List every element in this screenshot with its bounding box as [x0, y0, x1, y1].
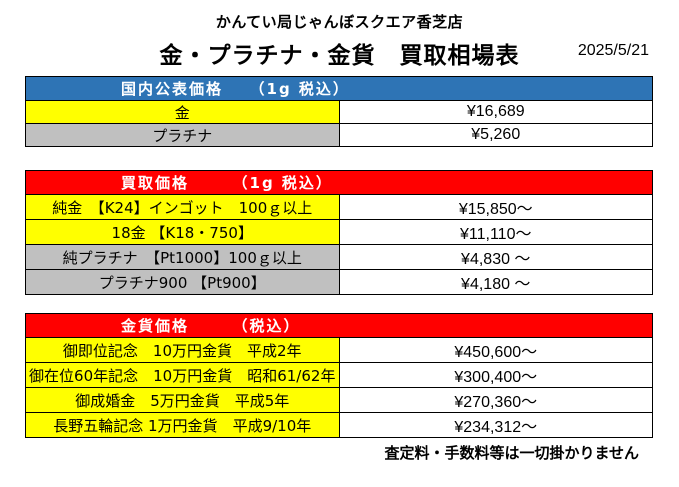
item-price-coin-wedding: ¥270,360～: [338, 387, 653, 413]
coin-price-table: 金貨価格 （税込） 御即位記念 10万円金貨 平成2年 ¥450,600～ 御在…: [25, 313, 653, 438]
buy-price-heading: 買取価格 （1g 税込）: [25, 170, 653, 195]
item-price-coin-nagano: ¥234,312～: [338, 412, 653, 438]
item-name-coin-nagano: 長野五輪記念 1万円金貨 平成9/10年: [25, 412, 340, 438]
coin-price-header-row: 金貨価格 （税込）: [25, 313, 653, 338]
public-price-table: 国内公表価格 （1g 税込） 金 ¥16,689 プラチナ ¥5,260: [25, 76, 653, 147]
page-title: 金・プラチナ・金貨 買取相場表: [159, 43, 520, 69]
coin-price-heading: 金貨価格 （税込）: [25, 313, 653, 338]
item-price-gold: ¥16,689: [338, 100, 653, 124]
buy-price-table: 買取価格 （1g 税込） 純金 【K24】インゴット 100ｇ以上 ¥15,85…: [25, 170, 653, 295]
fee-note: 査定料・手数料等は一切掛かりません: [384, 444, 639, 462]
table-row: 純金 【K24】インゴット 100ｇ以上 ¥15,850～: [25, 194, 653, 220]
table-row: 18金 【K18・750】 ¥11,110～: [25, 219, 653, 245]
item-name-pt1000: 純プラチナ 【Pt1000】100ｇ以上: [25, 244, 340, 270]
price-date: 2025/5/21: [577, 42, 649, 59]
item-price-pt1000: ¥4,830 ～: [338, 244, 653, 270]
item-name-platinum: プラチナ: [25, 123, 340, 147]
item-name-coin-enthronement: 御即位記念 10万円金貨 平成2年: [25, 337, 340, 363]
table-row: 金 ¥16,689: [25, 100, 653, 124]
buy-price-header-row: 買取価格 （1g 税込）: [25, 170, 653, 195]
item-price-platinum: ¥5,260: [338, 123, 653, 147]
table-row: 御成婚金 5万円金貨 平成5年 ¥270,360～: [25, 387, 653, 413]
item-price-pt900: ¥4,180 ～: [338, 269, 653, 295]
item-name-gold: 金: [25, 100, 340, 124]
public-price-header-row: 国内公表価格 （1g 税込）: [25, 76, 653, 101]
item-price-coin-enthronement: ¥450,600～: [338, 337, 653, 363]
item-name-k24: 純金 【K24】インゴット 100ｇ以上: [25, 194, 340, 220]
table-row: 御即位記念 10万円金貨 平成2年 ¥450,600～: [25, 337, 653, 363]
item-name-pt900: プラチナ900 【Pt900】: [25, 269, 340, 295]
table-row: プラチナ900 【Pt900】 ¥4,180 ～: [25, 269, 653, 295]
table-row: 長野五輪記念 1万円金貨 平成9/10年 ¥234,312～: [25, 412, 653, 438]
item-name-coin-wedding: 御成婚金 5万円金貨 平成5年: [25, 387, 340, 413]
store-name: かんてい局じゃんぼスクエア香芝店: [215, 13, 464, 31]
item-price-k24: ¥15,850～: [338, 194, 653, 220]
item-name-coin-reign60: 御在位60年記念 10万円金貨 昭和61/62年: [25, 362, 340, 388]
table-row: 御在位60年記念 10万円金貨 昭和61/62年 ¥300,400～: [25, 362, 653, 388]
table-row: プラチナ ¥5,260: [25, 123, 653, 147]
table-row: 純プラチナ 【Pt1000】100ｇ以上 ¥4,830 ～: [25, 244, 653, 270]
item-price-k18: ¥11,110～: [338, 219, 653, 245]
item-price-coin-reign60: ¥300,400～: [338, 362, 653, 388]
public-price-heading: 国内公表価格 （1g 税込）: [25, 76, 653, 101]
item-name-k18: 18金 【K18・750】: [25, 219, 340, 245]
